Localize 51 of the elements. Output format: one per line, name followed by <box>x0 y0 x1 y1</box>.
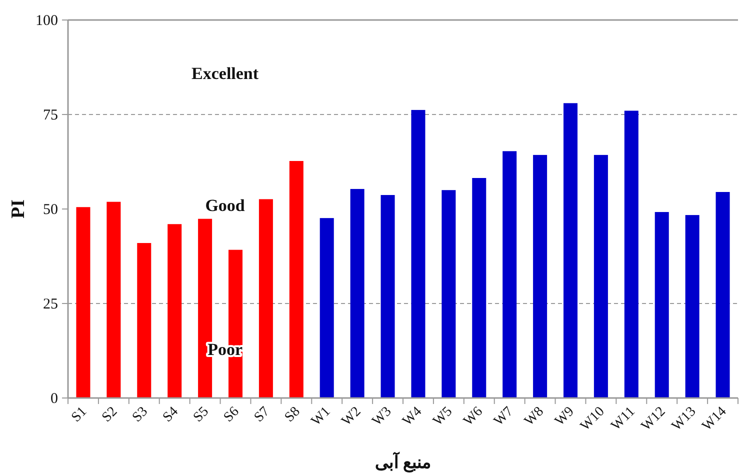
y-tick-label: 25 <box>43 296 58 312</box>
x-tick-label: W1 <box>308 404 334 430</box>
x-axis-title: منبع آبی <box>374 451 432 473</box>
y-tick-label: 100 <box>36 13 58 29</box>
bar <box>685 215 700 398</box>
x-tick-label: S1 <box>68 404 90 426</box>
annotation: Good <box>205 196 246 216</box>
x-tick-label: W2 <box>339 404 364 430</box>
bar <box>289 160 304 398</box>
x-tick-label: W11 <box>608 404 638 434</box>
bar <box>502 151 517 398</box>
x-tick-label: W10 <box>578 404 608 434</box>
x-tick-label: W13 <box>669 404 700 434</box>
x-tick-label: S7 <box>252 404 273 426</box>
bar <box>442 190 456 398</box>
bar <box>533 154 548 398</box>
bar <box>411 110 426 398</box>
x-tick-label: W6 <box>461 404 486 430</box>
bar <box>137 243 152 398</box>
y-tick-label: 0 <box>50 391 58 407</box>
x-tick-label: W4 <box>400 404 426 430</box>
x-tick-label: W9 <box>552 404 578 430</box>
bar <box>76 207 90 398</box>
y-tick-label: 75 <box>43 108 58 124</box>
y-axis-title: PI <box>8 200 29 218</box>
bar <box>350 188 364 398</box>
x-tick-label: S6 <box>221 404 242 426</box>
bar <box>563 103 578 398</box>
bar <box>258 199 273 398</box>
x-tick-label: W12 <box>638 404 669 434</box>
annotation: Excellent <box>192 64 259 83</box>
x-tick-label: S4 <box>160 404 182 426</box>
bar <box>106 202 121 398</box>
x-tick-label: S5 <box>190 404 212 426</box>
bar <box>472 178 486 398</box>
bar <box>624 110 638 398</box>
x-tick-label: S8 <box>282 404 304 426</box>
x-tick-label: W14 <box>700 404 730 434</box>
x-tick-label: W7 <box>492 404 516 430</box>
x-tick-label: S3 <box>130 404 151 426</box>
bar <box>380 195 395 398</box>
x-tick-label: S2 <box>99 404 121 426</box>
bar <box>716 192 730 398</box>
x-tick-label: W8 <box>522 404 547 430</box>
x-tick-label: W5 <box>430 404 456 430</box>
bar <box>594 154 608 398</box>
y-tick-label: 50 <box>43 202 58 218</box>
bar <box>654 212 669 398</box>
bar <box>168 224 182 398</box>
bar <box>320 218 334 398</box>
x-tick-label: W3 <box>370 404 395 430</box>
